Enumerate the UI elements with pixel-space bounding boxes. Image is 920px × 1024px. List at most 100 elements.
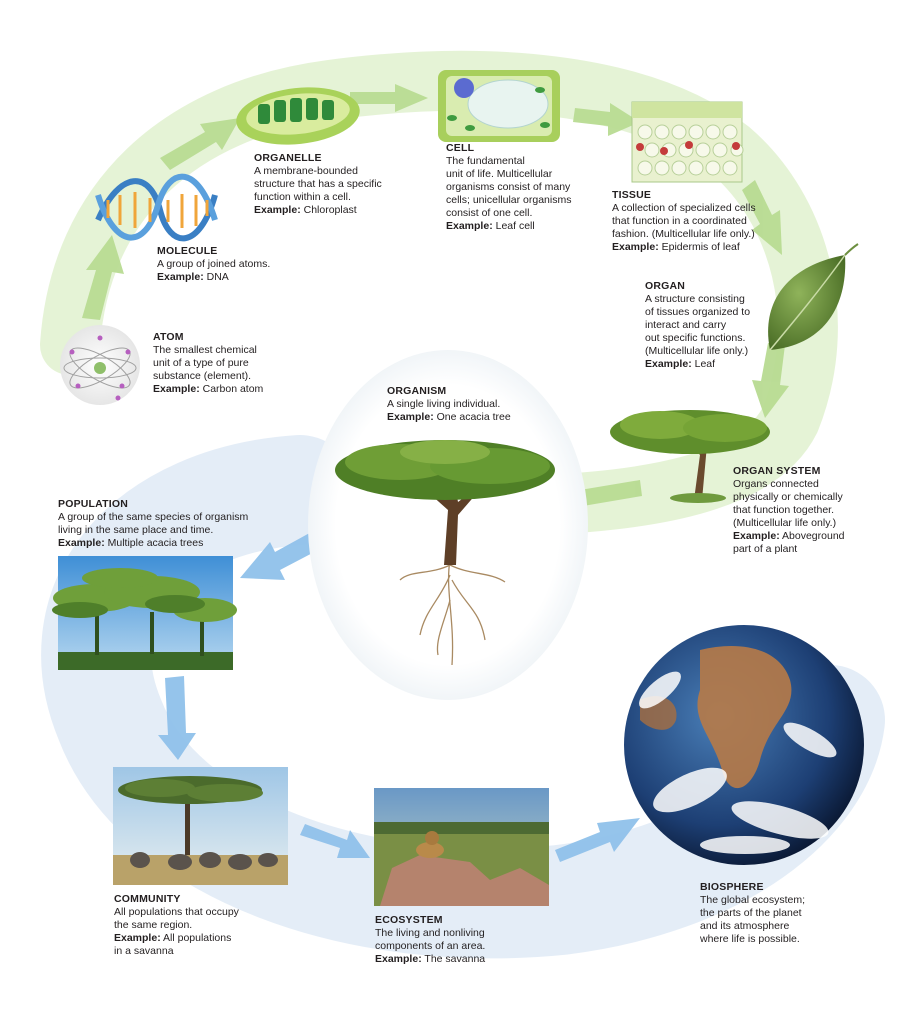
example-value: Chloroplast: [303, 204, 357, 216]
level-description-line: consist of one cell.: [446, 207, 533, 219]
level-description-line: interact and carry: [645, 319, 727, 331]
arrow-molecule-to-organelle: [160, 118, 240, 170]
level-description-line: A single living individual.: [387, 398, 501, 410]
community-photo: [113, 767, 288, 885]
level-title: ECOSYSTEM: [375, 914, 443, 926]
level-description-line: function within a cell.: [254, 191, 351, 203]
level-example: Example: The savanna: [375, 953, 485, 966]
level-description-line: The fundamental: [446, 155, 525, 167]
level-description-line: the parts of the planet: [700, 907, 802, 919]
level-title: ORGAN SYSTEM: [733, 465, 821, 477]
example-label: Example:: [58, 537, 105, 549]
level-description-line: (Multicellular life only.): [733, 517, 837, 529]
level-description-line: unit of life. Multicellular: [446, 168, 553, 180]
example-value: in a savanna: [114, 945, 174, 957]
leaf-illustration: [768, 243, 859, 351]
level-description-line: substance (element).: [153, 370, 252, 382]
level-description-line: A group of joined atoms.: [157, 258, 271, 270]
level-title: ATOM: [153, 331, 184, 343]
example-label: Example:: [387, 411, 434, 423]
example-value: One acacia tree: [436, 411, 511, 423]
level-example: Example: Epidermis of leaf: [612, 241, 756, 254]
level-title: MOLECULE: [157, 245, 218, 257]
example-label: Example:: [157, 271, 204, 283]
example-value: All populations: [163, 932, 232, 944]
example-value: Leaf cell: [495, 220, 535, 232]
level-description-line: that function together.: [733, 504, 834, 516]
level-title: ORGANISM: [387, 385, 447, 397]
label-organ: ORGAN A structure consisting of tissues or…: [645, 280, 750, 371]
level-title: COMMUNITY: [114, 893, 181, 905]
label-tissue: TISSUE A collection of specialized cells t…: [612, 189, 756, 254]
level-description-line: The living and nonliving: [375, 927, 485, 939]
example-value: part of a plant: [733, 543, 798, 555]
level-example: Example: All populations: [114, 932, 239, 945]
example-value: DNA: [206, 271, 229, 283]
level-description-line: Organs connected: [733, 478, 819, 490]
level-description-line: The smallest chemical: [153, 344, 257, 356]
arrow-tissue-to-organ: [742, 180, 782, 255]
example-label: Example:: [153, 383, 200, 395]
level-example: Example: Carbon atom: [153, 383, 263, 396]
level-description-line: out specific functions.: [645, 332, 746, 344]
arrow-cell-to-tissue: [573, 103, 640, 136]
level-title: TISSUE: [612, 189, 652, 201]
label-population: POPULATION A group of the same species of…: [58, 498, 248, 550]
label-organelle: ORGANELLE A membrane-bounded structure tha…: [254, 152, 382, 217]
label-cell: CELL The fundamental unit of life. Multice…: [446, 142, 571, 233]
blue-arrows: [158, 530, 640, 862]
level-description-line: of tissues organized to: [645, 306, 751, 318]
acacia-tree-illustration: [335, 440, 555, 666]
level-description-line: and its atmosphere: [700, 920, 790, 932]
example-value: The savanna: [424, 953, 486, 965]
label-organism: ORGANISM A single living individual. Examp…: [387, 385, 511, 424]
level-description-line: fashion. (Multicellular life only.): [612, 228, 755, 240]
example-label: Example:: [733, 530, 780, 542]
level-example: Example: DNA: [157, 271, 270, 284]
level-description-line: the same region.: [114, 919, 193, 931]
level-description-line: living in the same place and time.: [58, 524, 214, 536]
level-description-line: (Multicellular life only.): [645, 345, 749, 357]
example-label: Example:: [254, 204, 301, 216]
level-title: ORGANELLE: [254, 152, 322, 164]
level-description-line: cells; unicellular organisms: [446, 194, 572, 206]
level-description-line: A structure consisting: [645, 293, 745, 305]
leaf-tissue-illustration: [631, 101, 744, 183]
label-molecule: MOLECULE A group of joined atoms. Example:…: [157, 245, 270, 284]
label-atom: ATOM The smallest chemical unit of a type …: [153, 331, 263, 396]
example-label: Example:: [375, 953, 422, 965]
level-description-line: A membrane-bounded: [254, 165, 358, 177]
label-ecosystem: ECOSYSTEM The living and nonliving compone…: [375, 914, 485, 966]
level-title: ORGAN: [645, 280, 686, 292]
label-organ-system: ORGAN SYSTEM Organs connected physically o…: [733, 465, 845, 556]
population-photo: [52, 556, 237, 670]
level-title: BIOSPHERE: [700, 881, 764, 893]
example-label: Example:: [446, 220, 493, 232]
level-description-line: that function in a coordinated: [612, 215, 747, 227]
chloroplast-illustration: [236, 87, 360, 145]
level-example: Example: Chloroplast: [254, 204, 382, 217]
level-description-line: A collection of specialized cells: [612, 202, 756, 214]
arrow-organelle-to-cell: [350, 84, 428, 112]
level-title: CELL: [446, 142, 475, 154]
dna-illustration: [95, 173, 218, 242]
level-description-line: All populations that occupy: [114, 906, 239, 918]
arrow-atom-to-molecule: [82, 235, 124, 320]
arrow-organism-to-population: [240, 530, 322, 580]
level-description-line: unit of a type of pure: [153, 357, 249, 369]
ecosystem-photo: [374, 788, 549, 906]
leaf-cell-illustration: [438, 70, 560, 142]
example-value: Leaf: [694, 358, 716, 370]
example-label: Example:: [612, 241, 659, 253]
example-value: Aboveground: [782, 530, 845, 542]
arrow-population-to-community: [158, 676, 196, 760]
level-description-line: The global ecosystem;: [700, 894, 806, 906]
level-example: Example: Aboveground: [733, 530, 845, 543]
level-description-line: structure that has a specific: [254, 178, 382, 190]
level-description-line: organisms consist of many: [446, 181, 571, 193]
level-description-line: where life is possible.: [700, 933, 800, 945]
example-label: Example:: [645, 358, 692, 370]
label-biosphere: BIOSPHERE The global ecosystem; the parts …: [700, 881, 805, 946]
example-value: Epidermis of leaf: [661, 241, 740, 253]
